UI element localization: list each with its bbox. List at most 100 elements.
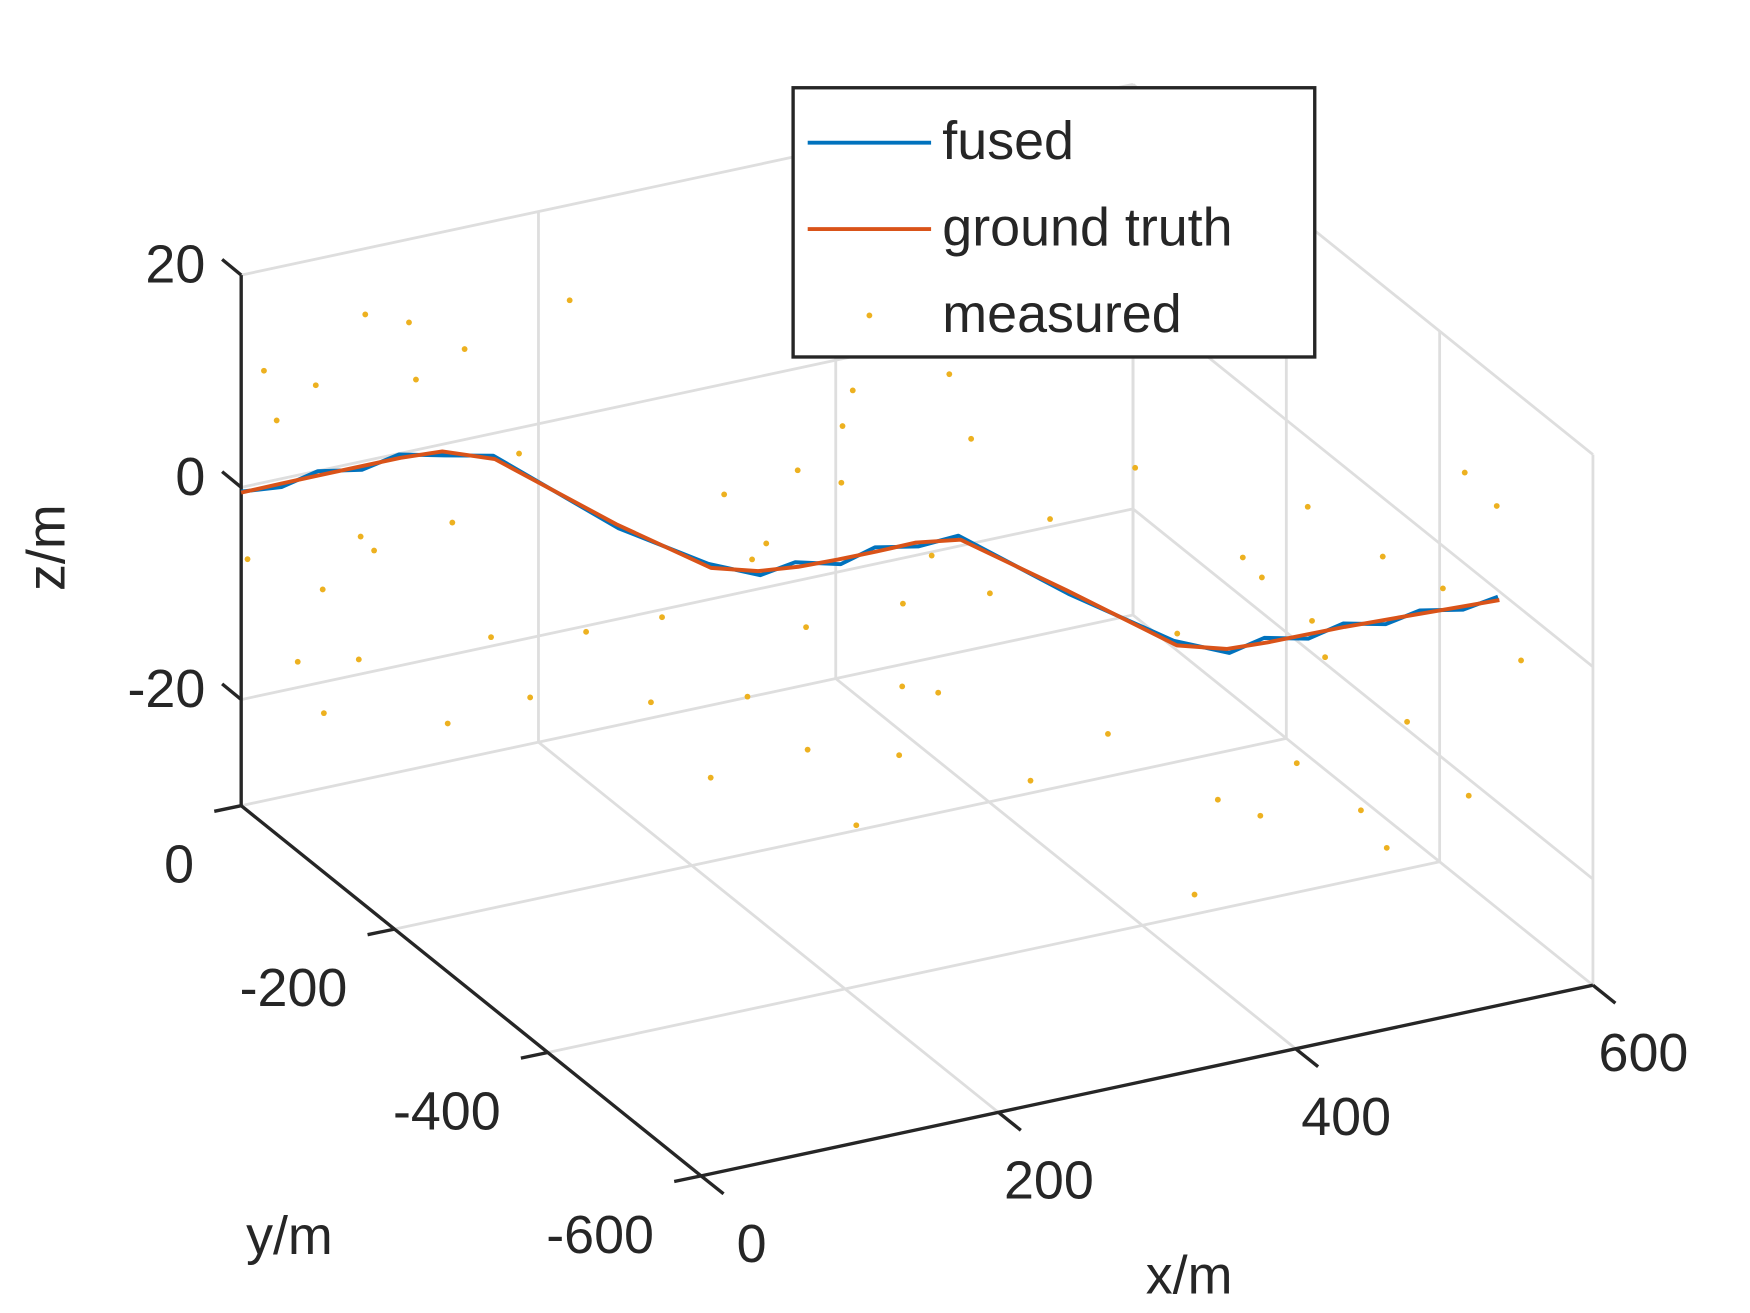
measured-point <box>896 752 903 759</box>
measured-point <box>1358 807 1364 814</box>
measured-point <box>355 656 362 663</box>
y-tick <box>520 1050 549 1060</box>
z-tick-label: -20 <box>127 659 205 719</box>
measured-point <box>648 699 654 706</box>
measured-point <box>527 694 534 701</box>
measured-point <box>804 746 811 753</box>
measured-point <box>1027 777 1034 784</box>
measured-point <box>968 435 975 442</box>
measured-point <box>1047 516 1053 522</box>
measured-point <box>1493 503 1500 509</box>
legend: fused ground truth measured <box>791 86 1317 359</box>
y-tick-label: -600 <box>546 1205 654 1265</box>
measured-point <box>319 586 326 593</box>
z-tick <box>221 682 243 701</box>
measured-point <box>1191 891 1198 898</box>
legend-label: fused <box>942 111 1074 171</box>
measured-point <box>488 634 494 641</box>
legend-label: ground truth <box>942 198 1232 258</box>
measured-point <box>899 683 906 690</box>
measured-point <box>1258 574 1265 581</box>
y-tick-label: -400 <box>393 1082 501 1142</box>
measured-point <box>1518 657 1524 664</box>
measured-point <box>899 600 906 607</box>
legend-marker <box>866 312 873 319</box>
measured-point <box>273 417 280 424</box>
measured-point <box>928 552 935 559</box>
measured-point <box>1304 503 1311 510</box>
measured-point <box>839 423 846 429</box>
x-tick-label: 0 <box>737 1214 767 1274</box>
grid-line <box>537 741 1000 1114</box>
measured-point <box>444 720 451 727</box>
measured-point <box>320 710 327 717</box>
plot-area <box>240 297 1524 898</box>
x-tick-label: 600 <box>1599 1023 1689 1083</box>
legend-label: measured <box>942 284 1181 344</box>
measured-point <box>1404 718 1411 725</box>
trajectory-line <box>240 449 1500 651</box>
measured-point <box>371 547 378 554</box>
grid-line <box>240 507 1134 701</box>
measured-point <box>1309 617 1315 624</box>
y-tick <box>673 1174 702 1184</box>
x-tick <box>997 1111 1022 1132</box>
measured-point <box>294 658 301 665</box>
legend-box <box>791 86 1317 359</box>
measured-point <box>838 479 845 486</box>
measured-point <box>516 450 522 457</box>
measured-point <box>261 367 267 374</box>
measured-point <box>461 346 468 352</box>
x-tick <box>700 1174 725 1196</box>
measured-point <box>1465 792 1472 799</box>
measured-point <box>1322 654 1329 661</box>
measured-point <box>707 774 714 781</box>
x-axis-label: x/m <box>1146 1245 1233 1305</box>
measured-point <box>794 467 801 474</box>
measured-point <box>749 556 756 563</box>
z-tick <box>221 470 243 489</box>
z-tick-label: 20 <box>145 235 205 295</box>
measured-point <box>413 376 419 383</box>
x-tick-label: 400 <box>1301 1087 1391 1147</box>
y-tick <box>367 927 395 937</box>
measured-point <box>659 614 665 621</box>
measured-point <box>583 628 590 635</box>
measured-point <box>244 556 251 563</box>
measured-point <box>1257 812 1264 819</box>
measured-point <box>566 297 573 304</box>
y-axis <box>240 804 703 1178</box>
measured-point <box>803 624 809 631</box>
measured-point <box>946 371 953 378</box>
measured-point <box>312 382 319 389</box>
z-tick <box>221 258 243 277</box>
measured-point <box>744 693 751 700</box>
y-axis-label: y/m <box>246 1206 333 1266</box>
measured-point <box>1239 554 1246 561</box>
measured-point <box>1132 464 1139 471</box>
x-tick <box>1591 983 1617 1005</box>
measured-point <box>449 519 456 526</box>
trajectory-line <box>240 452 1499 655</box>
z-tick-label: 0 <box>175 447 205 507</box>
measured-point <box>357 533 364 540</box>
measured-point <box>849 387 856 394</box>
measured-point <box>1105 730 1111 737</box>
measured-point <box>1383 844 1390 851</box>
measured-point <box>1439 585 1446 592</box>
grid-line <box>1132 507 1594 881</box>
measured-point <box>1293 760 1300 767</box>
measured-point <box>721 491 728 498</box>
y-tick-label: 0 <box>164 835 194 895</box>
x-tick-label: 200 <box>1004 1150 1094 1210</box>
measured-point <box>362 311 369 318</box>
measured-point <box>986 590 993 597</box>
measured-point <box>763 540 770 547</box>
y-tick <box>213 804 242 813</box>
measured-point <box>406 319 412 326</box>
grid-line <box>547 860 1440 1054</box>
y-tick-label: -200 <box>240 958 348 1018</box>
measured-point <box>1174 630 1181 637</box>
